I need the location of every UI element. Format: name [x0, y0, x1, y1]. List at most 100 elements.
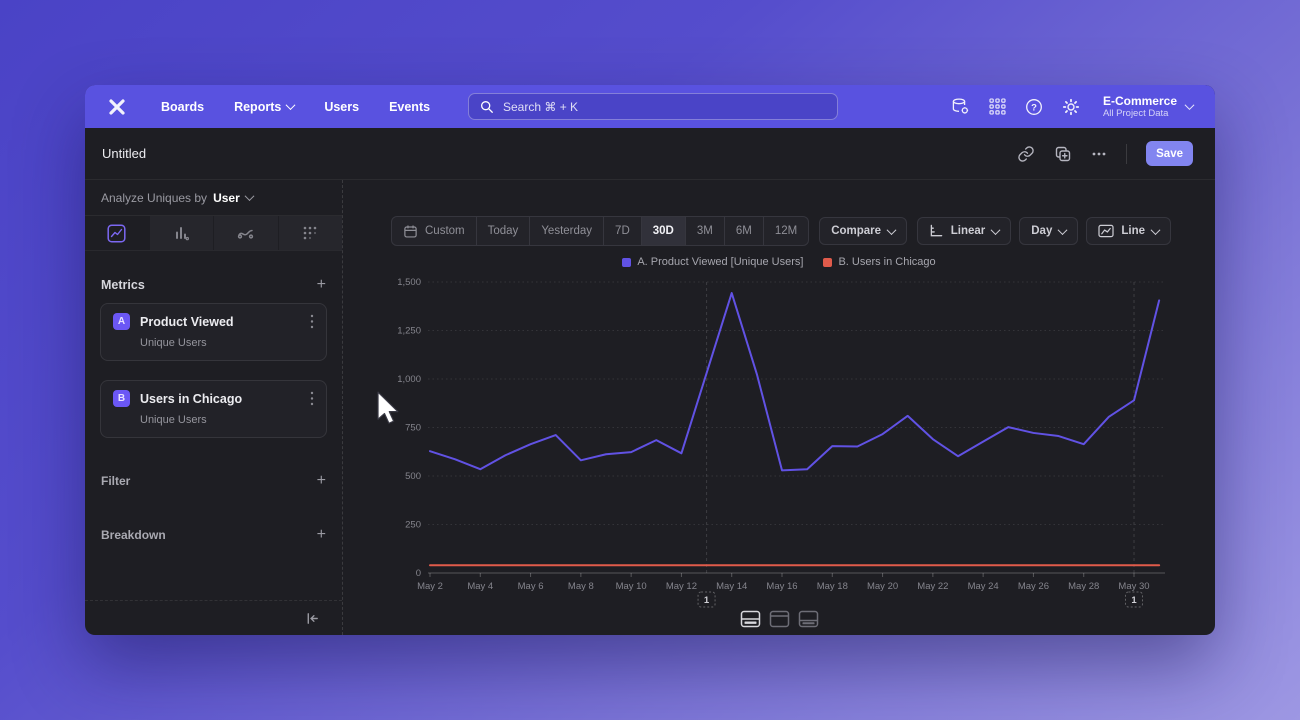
nav-item-events[interactable]: Events: [389, 100, 430, 114]
chevron-down-icon: [285, 100, 296, 111]
svg-text:May 26: May 26: [1018, 581, 1049, 592]
sidebar-footer: [85, 600, 342, 635]
tab-retention[interactable]: [278, 216, 342, 250]
range-30d[interactable]: 30D: [641, 217, 686, 245]
chart-type-tabs: [85, 216, 342, 251]
svg-text:May 8: May 8: [568, 581, 594, 592]
legend-label: A. Product Viewed [Unique Users]: [637, 256, 804, 268]
metric-measurement[interactable]: Unique Users: [140, 414, 207, 426]
settings-gear-icon[interactable]: [1062, 98, 1080, 116]
report-title[interactable]: Untitled: [102, 146, 147, 161]
analyze-value: User: [213, 190, 240, 205]
share-link-icon[interactable]: [1017, 145, 1035, 163]
chart-type-dropdown[interactable]: Line: [1086, 217, 1171, 245]
metric-measurement[interactable]: Unique Users: [140, 337, 207, 349]
range-yesterday[interactable]: Yesterday: [530, 217, 605, 245]
line-chart[interactable]: 0 250 500 750 1,000 1,250 1,500 May 2 May 4 May 6…: [343, 270, 1215, 622]
chart-panel: Custom Today Yesterday 7D 30D 3M 6M 12M …: [343, 180, 1215, 635]
scale-label: Linear: [950, 225, 986, 237]
nav-item-label: Events: [389, 99, 431, 114]
layout-split-view-icon[interactable]: [740, 610, 761, 628]
svg-text:250: 250: [405, 520, 421, 531]
tab-flows[interactable]: [214, 216, 279, 250]
svg-text:May 28: May 28: [1068, 581, 1099, 592]
svg-text:1,000: 1,000: [397, 374, 421, 385]
project-subtitle: All Project Data: [1102, 107, 1169, 119]
nav-item-reports[interactable]: Reports: [234, 99, 296, 114]
nav-item-users[interactable]: Users: [324, 100, 359, 114]
legend-swatch-b: [823, 257, 833, 267]
query-builder-sidebar: Analyze Uniques by User: [85, 180, 343, 635]
kebab-menu-icon[interactable]: [310, 314, 314, 329]
chevron-down-icon: [1184, 100, 1195, 111]
mixpanel-logo-icon[interactable]: [107, 97, 127, 117]
svg-text:May 22: May 22: [917, 581, 948, 592]
range-3m[interactable]: 3M: [686, 217, 725, 245]
chart-legend: A. Product Viewed [Unique Users] B. User…: [343, 256, 1215, 268]
nav-menu: Boards Reports Users Events: [161, 100, 430, 114]
layout-table-only-icon[interactable]: [798, 610, 819, 628]
data-management-icon[interactable]: [951, 97, 970, 116]
svg-text:May 10: May 10: [616, 581, 647, 592]
nav-item-boards[interactable]: Boards: [161, 100, 204, 114]
report-title-bar: Untitled: [85, 128, 1215, 180]
range-label: 6M: [735, 225, 752, 237]
svg-text:1,500: 1,500: [397, 277, 421, 288]
nav-item-label: Reports: [234, 99, 282, 114]
top-nav: Boards Reports Users Events Search ⌘ + K: [85, 85, 1215, 128]
save-button[interactable]: Save: [1146, 141, 1193, 166]
svg-text:May 24: May 24: [968, 581, 999, 592]
interval-dropdown[interactable]: Day: [1019, 217, 1079, 245]
kebab-menu-icon[interactable]: [310, 391, 314, 406]
svg-text:500: 500: [405, 471, 421, 482]
range-7d[interactable]: 7D: [604, 217, 642, 245]
metrics-section-header: Metrics +: [101, 276, 326, 293]
compare-label: Compare: [831, 225, 882, 237]
range-today[interactable]: Today: [477, 217, 531, 245]
analyze-uniques-row[interactable]: Analyze Uniques by User: [85, 180, 342, 216]
search-input[interactable]: Search ⌘ + K: [468, 93, 838, 120]
scale-dropdown[interactable]: Linear: [916, 217, 1012, 245]
metrics-title: Metrics: [101, 278, 145, 292]
filter-section-header: Filter +: [101, 472, 326, 489]
project-switcher[interactable]: E-Commerce All Project Data: [1102, 93, 1195, 119]
compare-dropdown[interactable]: Compare: [819, 217, 908, 245]
metric-card-a[interactable]: A Product Viewed Unique Users: [100, 303, 327, 361]
calendar-icon: [403, 224, 418, 239]
range-label: 30D: [652, 225, 674, 237]
range-custom[interactable]: Custom: [392, 217, 477, 245]
svg-text:May 14: May 14: [716, 581, 747, 592]
legend-swatch-a: [622, 257, 632, 267]
range-label: Custom: [425, 225, 465, 237]
svg-text:1: 1: [1131, 595, 1137, 606]
tab-insights-line[interactable]: [85, 216, 150, 250]
svg-text:May 2: May 2: [417, 581, 443, 592]
svg-text:May 6: May 6: [518, 581, 544, 592]
divider: [1126, 143, 1128, 164]
svg-text:May 30: May 30: [1118, 581, 1149, 592]
chevron-down-icon: [244, 191, 255, 202]
add-breakdown-button[interactable]: +: [316, 526, 326, 543]
svg-text:May 4: May 4: [467, 581, 493, 592]
tab-bar-chart[interactable]: [149, 216, 214, 250]
help-icon[interactable]: ?: [1025, 98, 1043, 116]
add-filter-button[interactable]: +: [316, 472, 326, 489]
add-metric-button[interactable]: +: [316, 276, 326, 293]
more-options-icon[interactable]: [1091, 146, 1107, 162]
chart-toolbar: Custom Today Yesterday 7D 30D 3M 6M 12M …: [391, 216, 1171, 246]
search-icon: [480, 100, 494, 114]
range-6m[interactable]: 6M: [725, 217, 764, 245]
date-range-segmented-control: Custom Today Yesterday 7D 30D 3M 6M 12M: [391, 216, 810, 246]
layout-chart-only-icon[interactable]: [769, 610, 790, 628]
range-12m[interactable]: 12M: [764, 217, 808, 245]
chevron-down-icon: [1150, 224, 1161, 235]
duplicate-icon[interactable]: [1054, 145, 1072, 163]
chevron-down-icon: [990, 224, 1001, 235]
legend-item-b[interactable]: B. Users in Chicago: [823, 256, 936, 268]
interval-label: Day: [1031, 225, 1053, 237]
project-name: E-Commerce: [1102, 93, 1177, 108]
collapse-sidebar-icon[interactable]: [305, 611, 320, 626]
metric-card-b[interactable]: B Users in Chicago Unique Users: [100, 380, 327, 438]
legend-item-a[interactable]: A. Product Viewed [Unique Users]: [622, 256, 803, 268]
apps-grid-icon[interactable]: [989, 98, 1006, 115]
